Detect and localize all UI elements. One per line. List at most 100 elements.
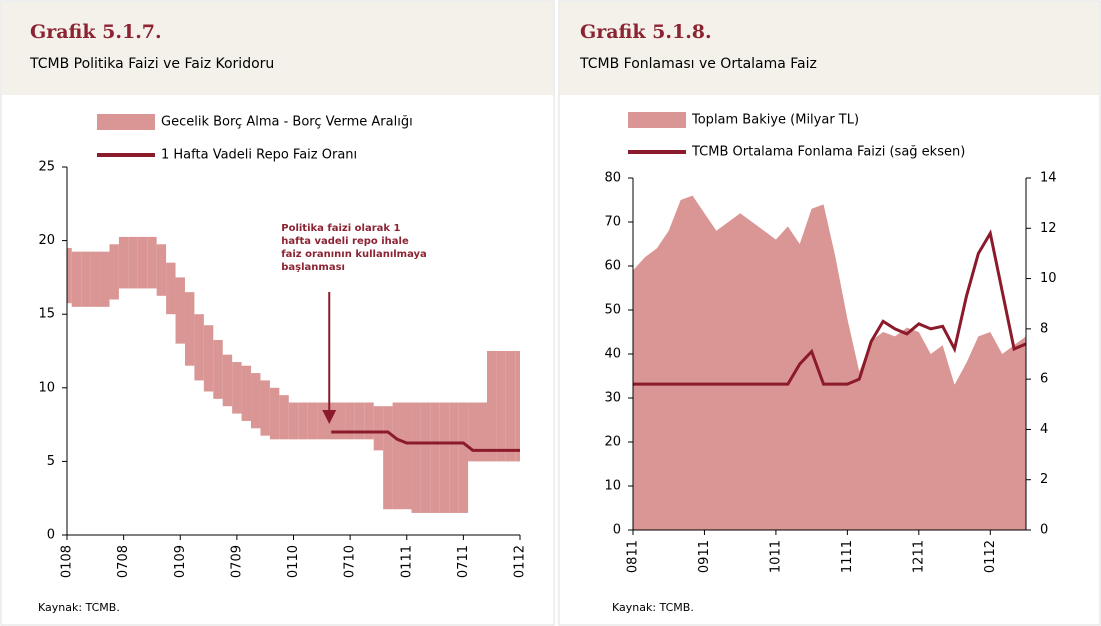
line: [331, 430, 520, 452]
panel-header: [560, 2, 1099, 95]
band-segment: [515, 351, 520, 462]
x-tick-label: 0911: [697, 540, 712, 573]
panel: [0, 0, 555, 626]
band-segment: [251, 373, 261, 429]
band-segment: [496, 351, 506, 462]
band-segment: [326, 402, 336, 440]
band-segment: [420, 402, 431, 513]
band-segment: [194, 314, 204, 381]
x-tick-label: 0111: [399, 545, 414, 578]
y-tick-label: 80: [604, 171, 621, 186]
band-segment: [90, 251, 101, 307]
y2-tick-label: 12: [1040, 221, 1057, 236]
x-tick-label: 0811: [626, 540, 641, 573]
band-segment: [364, 402, 374, 440]
band-segment: [279, 395, 289, 440]
band-segment: [392, 402, 403, 510]
y2-tick-label: 14: [1040, 171, 1057, 186]
y-tick-label: 15: [38, 307, 55, 322]
band-segment: [118, 236, 129, 289]
band-segment: [288, 402, 299, 440]
x-tick-label: 0710: [343, 545, 358, 578]
x-tick-label: 0709: [229, 545, 244, 578]
y-tick-label: 0: [47, 528, 55, 543]
band-segment: [307, 402, 318, 440]
band-segment: [222, 354, 233, 407]
band-segment: [345, 402, 355, 440]
x-tick-label: 1011: [768, 540, 783, 573]
y2-tick-label: 0: [1040, 523, 1048, 538]
chart-title: Grafik 5.1.8.: [580, 21, 712, 43]
band-segment: [260, 380, 270, 436]
x-tick-label: 0711: [456, 545, 471, 578]
annotation-arrowhead: [322, 410, 337, 424]
band-segment: [128, 236, 138, 289]
y-tick-label: 0: [613, 523, 621, 538]
band-segment: [67, 247, 72, 304]
legend-label: Toplam Bakiye (Milyar TL): [691, 113, 859, 128]
y2-tick-label: 8: [1040, 321, 1048, 336]
band-segment: [477, 402, 487, 462]
annotation: hafta vadeli repo ihale: [281, 236, 409, 247]
legend-swatch: [97, 114, 155, 130]
band-segment: [298, 402, 308, 440]
band-segment: [184, 292, 195, 366]
band-segment: [439, 402, 450, 513]
y-tick-label: 60: [604, 259, 621, 274]
band-segment: [383, 406, 393, 510]
x-tick-label: 0109: [173, 545, 188, 578]
band-segment: [335, 402, 346, 440]
x-tick-label: 0112: [513, 545, 528, 578]
legend-label: Gecelik Borç Alma - Borç Verme Aralığı: [161, 115, 413, 130]
band-segment: [468, 402, 478, 462]
chart-title: Grafik 5.1.7.: [30, 21, 162, 43]
x-tick-label: 0108: [60, 545, 75, 578]
band-segment: [147, 236, 157, 289]
annotation: başlanması: [281, 262, 345, 273]
y-tick-label: 10: [38, 380, 55, 395]
y-tick-label: 70: [604, 215, 621, 230]
chart-subtitle: TCMB Politika Faizi ve Faiz Koridoru: [29, 56, 274, 72]
annotation: faiz oranının kullanılmaya: [281, 249, 427, 260]
y-tick-label: 25: [38, 160, 55, 175]
y-tick-label: 50: [604, 303, 621, 318]
x-tick-label: 0708: [116, 545, 131, 578]
band-segment: [402, 402, 412, 510]
source: Kaynak: TCMB.: [612, 601, 694, 614]
band-segment: [232, 362, 242, 414]
band-segment: [241, 365, 252, 421]
band-segment: [100, 251, 110, 307]
band-segment: [137, 236, 148, 289]
legend-label: 1 Hafta Vadeli Repo Faiz Oranı: [161, 148, 357, 163]
band-segment: [411, 402, 421, 513]
line: [633, 229, 1027, 386]
band-segment: [203, 325, 214, 392]
y-tick-label: 10: [604, 479, 621, 494]
source: Kaynak: TCMB.: [38, 601, 120, 614]
y-tick-label: 30: [604, 391, 621, 406]
band-segment: [317, 402, 327, 440]
band-segment: [430, 402, 440, 513]
legend-label: TCMB Ortalama Fonlama Faizi (sağ eksen): [691, 145, 965, 160]
band-segment: [71, 251, 82, 307]
y2-tick-label: 4: [1040, 422, 1048, 437]
y2-tick-label: 6: [1040, 372, 1048, 387]
band-segment: [156, 244, 167, 296]
x-tick-label: 0112: [983, 540, 998, 573]
band-segment: [166, 262, 176, 315]
y2-tick-label: 2: [1040, 472, 1048, 487]
band-segment: [373, 406, 384, 451]
legend-swatch: [628, 112, 686, 128]
y-tick-label: 40: [604, 347, 621, 362]
annotation: Politika faizi olarak 1: [281, 223, 400, 234]
band-segment: [213, 339, 223, 399]
chart-subtitle: TCMB Fonlaması ve Ortalama Faiz: [579, 56, 817, 72]
x-tick-label: 1211: [911, 540, 926, 573]
y-tick-label: 20: [604, 435, 621, 450]
band-segment: [175, 277, 185, 344]
band-segment: [486, 351, 497, 462]
band-segment: [354, 402, 365, 440]
x-tick-label: 1111: [840, 540, 855, 573]
band-segment: [109, 244, 119, 300]
